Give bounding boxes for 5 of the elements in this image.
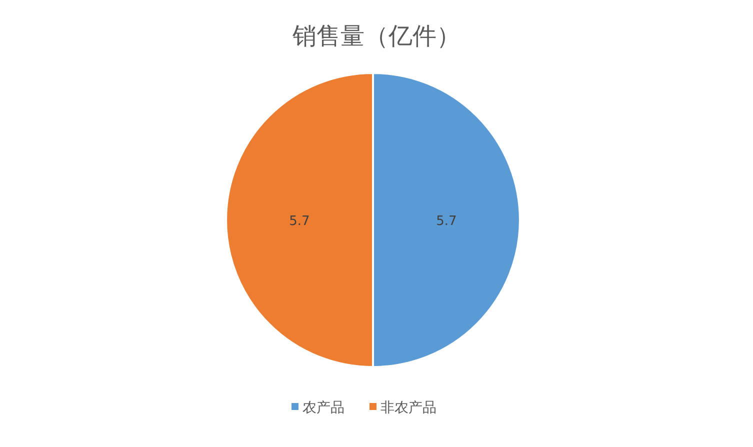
data-label: 5.7 (289, 214, 310, 229)
chart-title: 销售量（亿件） (292, 22, 460, 50)
legend-label: 农产品 (302, 400, 344, 416)
legend-label: 非农产品 (380, 400, 436, 416)
data-label: 5.7 (436, 214, 457, 229)
